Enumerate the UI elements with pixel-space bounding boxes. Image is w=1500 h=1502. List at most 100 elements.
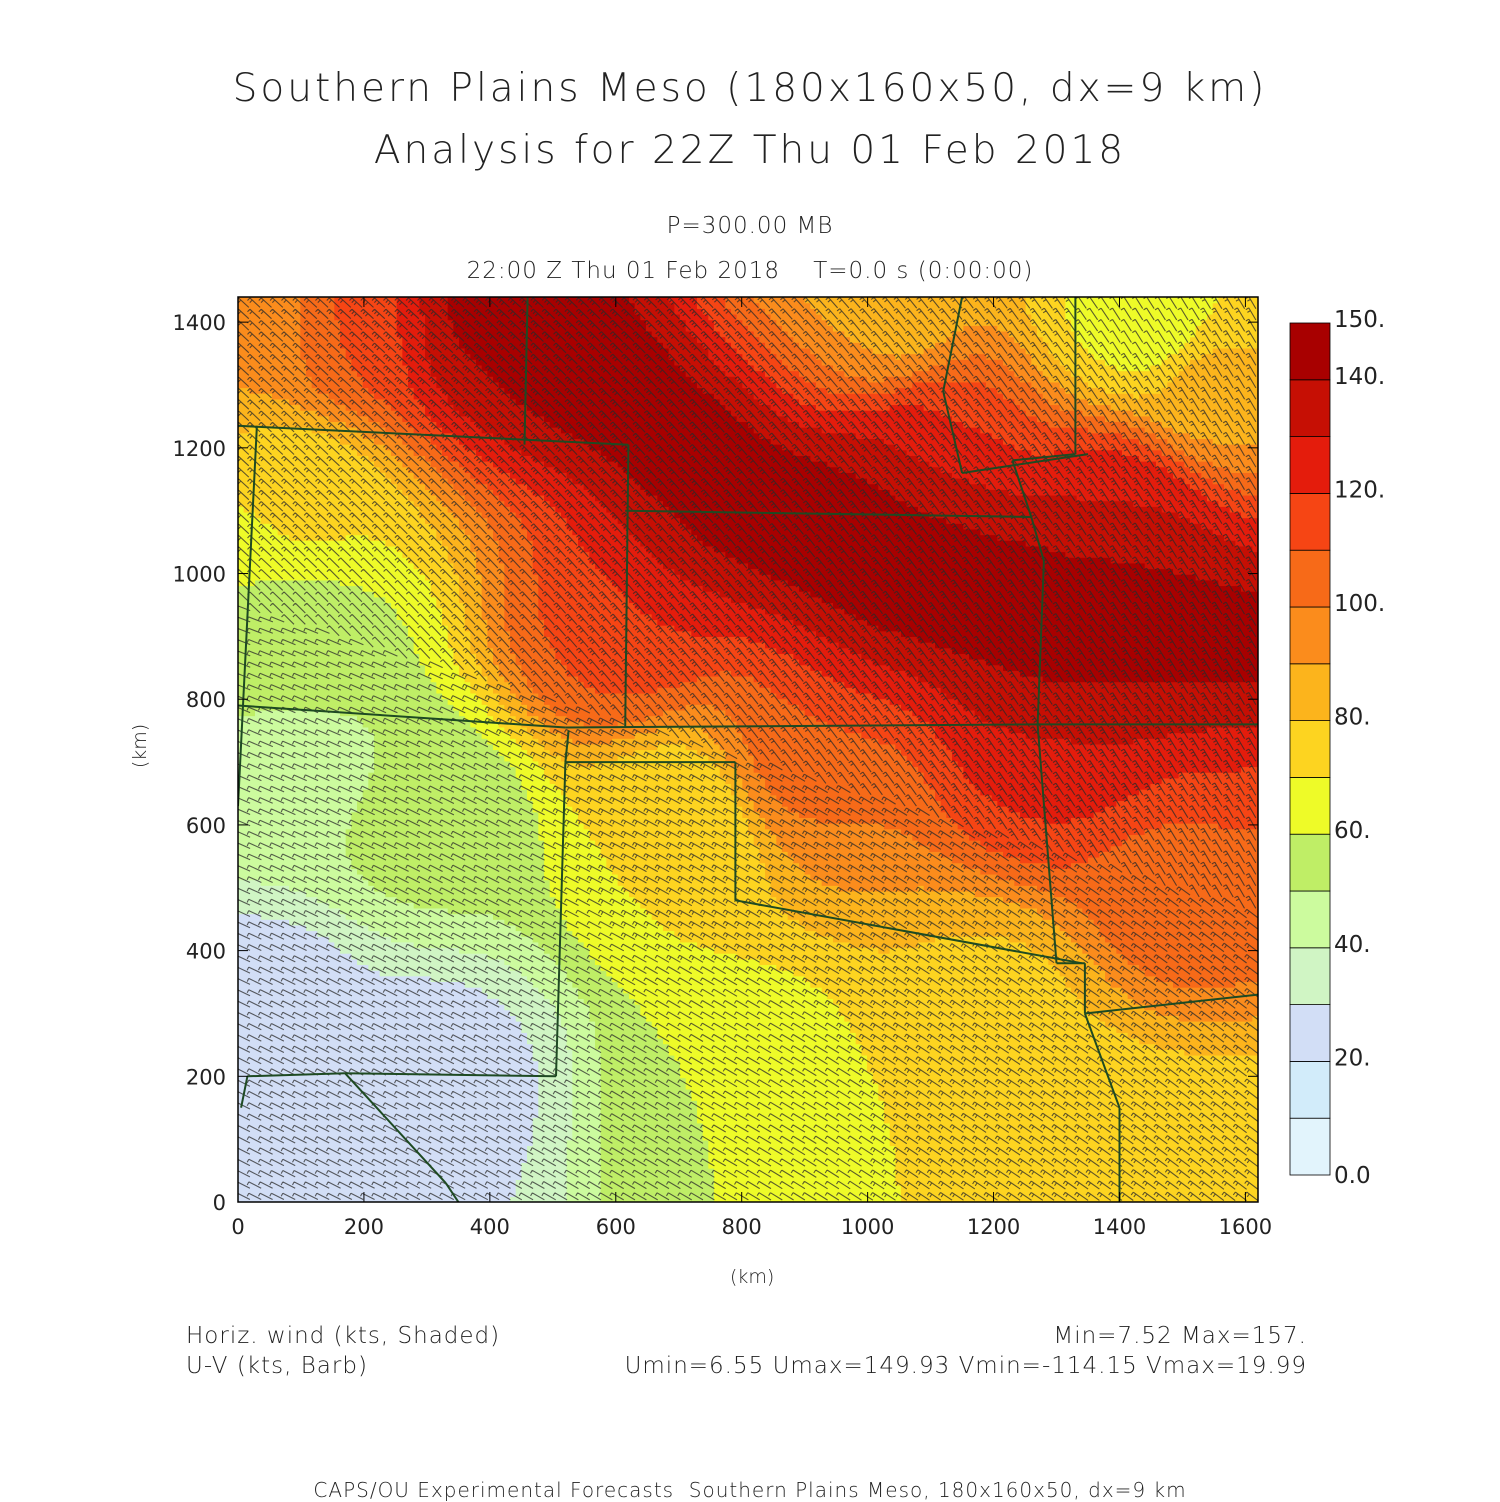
- field-cell: [238, 1134, 245, 1141]
- field-cell: [266, 732, 273, 739]
- field-cell: [368, 330, 375, 338]
- field-cell: [266, 647, 273, 654]
- field-cell: [294, 907, 301, 915]
- field-cell: [408, 574, 415, 581]
- field-cell: [255, 873, 262, 881]
- field-cell: [294, 1162, 301, 1169]
- field-cell: [289, 500, 296, 507]
- field-cell: [306, 574, 313, 581]
- field-cell: [408, 970, 415, 977]
- field-cell: [249, 721, 256, 728]
- field-cell: [260, 1162, 267, 1169]
- field-cell: [238, 1139, 245, 1147]
- field-cell: [266, 970, 273, 977]
- field-cell: [243, 1009, 250, 1016]
- field-cell: [396, 528, 403, 536]
- field-cell: [272, 760, 279, 768]
- field-cell: [243, 851, 250, 858]
- field-cell: [317, 370, 324, 377]
- field-cell: [266, 1015, 273, 1022]
- field-cell: [283, 1037, 290, 1045]
- field-cell: [243, 432, 250, 440]
- field-cell: [277, 1094, 284, 1101]
- field-cell: [283, 1100, 290, 1107]
- field-cell: [391, 421, 398, 428]
- field-cell: [362, 890, 369, 898]
- field-cell: [408, 562, 415, 570]
- field-cell: [277, 342, 284, 349]
- field-cell: [328, 913, 335, 920]
- field-cell: [374, 528, 381, 536]
- field-cell: [374, 777, 381, 785]
- field-cell: [357, 534, 364, 541]
- field-cell: [272, 1185, 279, 1192]
- field-cell: [255, 664, 262, 671]
- field-cell: [260, 483, 267, 490]
- field-cell: [317, 494, 324, 502]
- field-cell: [249, 585, 256, 592]
- field-cell: [306, 800, 313, 807]
- field-cell: [289, 353, 296, 360]
- field-cell: [238, 698, 245, 705]
- valid-time-label: 22:00 Z Thu 01 Feb 2018 T=0.0 s (0:00:00…: [0, 258, 1500, 284]
- field-cell: [272, 981, 279, 988]
- field-cell: [283, 659, 290, 666]
- pressure-level-label: P=300.00 MB: [0, 213, 1500, 239]
- field-cell: [283, 1151, 290, 1158]
- field-cell: [243, 958, 250, 966]
- field-cell: [243, 364, 250, 372]
- field-cell: [351, 924, 358, 932]
- field-cell: [243, 964, 250, 971]
- field-cell: [311, 478, 318, 485]
- field-cell: [385, 1037, 392, 1045]
- field-cell: [266, 1151, 273, 1158]
- field-cell: [289, 557, 296, 564]
- field-cell: [396, 811, 403, 818]
- field-cell: [289, 376, 296, 383]
- field-cell: [260, 828, 267, 835]
- field-cell: [277, 636, 284, 643]
- field-cell: [334, 455, 341, 462]
- field-cell: [255, 924, 262, 932]
- field-cell: [300, 421, 307, 428]
- field-cell: [272, 427, 279, 434]
- field-cell: [328, 608, 335, 615]
- field-cell: [266, 811, 273, 818]
- field-cell: [238, 1173, 245, 1180]
- field-cell: [272, 630, 279, 637]
- field-cell: [294, 1060, 301, 1067]
- field-cell: [306, 675, 313, 683]
- field-cell: [408, 506, 415, 513]
- field-cell: [277, 398, 284, 406]
- field-cell: [266, 557, 273, 564]
- field-cell: [317, 596, 324, 604]
- field-cell: [317, 404, 324, 411]
- field-cell: [306, 302, 313, 309]
- field-cell: [328, 1185, 335, 1192]
- field-cell: [266, 800, 273, 807]
- field-cell: [255, 1196, 262, 1202]
- field-cell: [249, 1111, 256, 1118]
- field-cell: [283, 879, 290, 886]
- field-cell: [249, 845, 256, 852]
- field-cell: [408, 1117, 415, 1124]
- field-cell: [238, 540, 245, 547]
- field-cell: [289, 709, 296, 717]
- field-cell: [306, 608, 313, 615]
- field-cell: [300, 319, 307, 326]
- field-cell: [402, 534, 409, 541]
- field-cell: [317, 472, 324, 479]
- field-cell: [396, 856, 403, 864]
- field-cell: [340, 336, 347, 343]
- field-cell: [283, 873, 290, 881]
- field-cell: [351, 1015, 358, 1022]
- field-cell: [289, 444, 296, 451]
- field-cell: [255, 755, 262, 762]
- field-cell: [249, 834, 256, 841]
- field-cell: [255, 534, 262, 541]
- field-cell: [249, 687, 256, 694]
- field-cell: [260, 427, 267, 434]
- field-cell: [311, 579, 318, 587]
- field-cell: [272, 1054, 279, 1062]
- field-cell: [362, 574, 369, 581]
